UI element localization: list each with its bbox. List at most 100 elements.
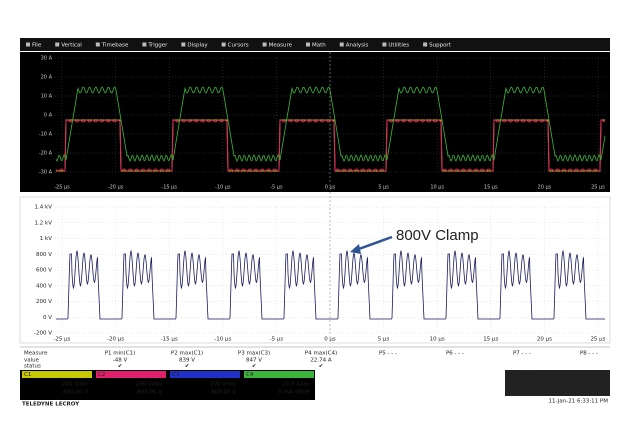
- status-text: 154 V: [590, 380, 606, 386]
- measure-header: P3 max(C3): [238, 351, 270, 357]
- y-label: 0 A: [44, 113, 53, 119]
- status-text: Auto: [563, 380, 576, 386]
- x-label: 20 µs: [537, 337, 552, 343]
- y-label: 30 A: [41, 56, 53, 62]
- x-label: -10 µs: [214, 337, 231, 343]
- measure-value: 22.74 A: [310, 358, 331, 364]
- trace-c2: [55, 119, 606, 172]
- x-label: 10 µs: [430, 337, 445, 343]
- measure-status: ✔: [252, 364, 257, 370]
- measure-status: ✔: [319, 364, 324, 370]
- menu-item[interactable]: Vertical: [61, 43, 82, 49]
- menu-icon: [423, 42, 428, 47]
- menu-icon: [95, 42, 100, 47]
- menu-bar: [20, 38, 610, 51]
- y-label: 1.4 kV: [35, 205, 53, 211]
- arrow-head: [350, 244, 361, 254]
- measure-header: Measure: [24, 351, 48, 357]
- datetime: 11-Jan-21 6:33:11 PM: [548, 399, 608, 405]
- measure-value: -48 V: [113, 358, 128, 364]
- x-label: 5 µs: [378, 337, 390, 343]
- menu-icon: [262, 42, 267, 47]
- channel-scale: 10.0 A/div: [282, 382, 311, 388]
- status-text: Timebase: [508, 372, 536, 378]
- status-text: 5.00 µs/div: [523, 380, 554, 386]
- menu-icon: [221, 42, 226, 47]
- x-label: -5 µs: [270, 337, 284, 343]
- x-label: 20 µs: [538, 185, 552, 191]
- measure-status: ✔: [118, 364, 123, 370]
- x-label: 0 µs: [324, 337, 336, 343]
- timebase-panel: [505, 370, 610, 396]
- x-label: -5 µs: [270, 185, 283, 191]
- x-label: 25 µs: [590, 337, 605, 343]
- menu-item[interactable]: Support: [429, 43, 452, 49]
- menu-icon: [339, 42, 344, 47]
- channel-header: [244, 371, 314, 378]
- y-label: 1 kV: [40, 236, 52, 242]
- y-label: -10 A: [39, 132, 53, 138]
- status-text: 2.5 GS/s: [530, 388, 553, 394]
- x-label: 0 µs: [325, 185, 336, 191]
- channel-name: C3: [172, 372, 180, 378]
- y-label: 0 V: [43, 315, 52, 321]
- channel-offset: -600.00 V: [61, 390, 88, 396]
- status-text: Trigger: [559, 372, 580, 378]
- measure-row: status: [24, 364, 41, 370]
- channel-name: C2: [98, 372, 105, 378]
- y-label: 600 V: [36, 268, 52, 274]
- menu-item[interactable]: Measure: [269, 43, 293, 49]
- status-text: 125 kS: [509, 388, 528, 394]
- brand: TELEDYNE LECROY: [22, 402, 80, 408]
- channel-header: [96, 371, 166, 378]
- menu-item[interactable]: File: [32, 43, 42, 49]
- channel-offset: -600.00 V: [209, 390, 236, 396]
- measure-header: P5 - - -: [379, 351, 397, 357]
- channel-header: [170, 371, 240, 378]
- y-label: 10 A: [41, 94, 53, 100]
- status-text: 0.0 µs: [536, 372, 553, 378]
- x-label: 5 µs: [378, 185, 389, 191]
- channel-scale: 200 V/div: [210, 382, 237, 388]
- status-text: Edge: [563, 388, 577, 394]
- measure-header: P6 - - -: [446, 351, 464, 357]
- y-label: -200 V: [34, 331, 52, 337]
- y-label: -30 A: [39, 170, 53, 176]
- menu-item[interactable]: Math: [312, 43, 326, 49]
- menu-item[interactable]: Timebase: [101, 43, 129, 49]
- menu-icon: [305, 42, 310, 47]
- menu-item[interactable]: Analysis: [346, 43, 369, 49]
- channel-offset: 0 mA offset: [278, 390, 311, 396]
- menu-item[interactable]: Cursors: [228, 43, 249, 49]
- x-label: 25 µs: [591, 185, 605, 191]
- measure-header: P8 - - -: [580, 351, 598, 357]
- y-label: 400 V: [36, 283, 52, 289]
- menu-item[interactable]: Utilities: [388, 43, 409, 49]
- menu-item[interactable]: Display: [187, 43, 208, 49]
- x-label: 10 µs: [430, 185, 444, 191]
- measure-header: P1 min(C1): [105, 351, 136, 357]
- measure-value: 847 V: [246, 358, 262, 364]
- trace-c4: [55, 86, 606, 162]
- x-label: 15 µs: [483, 337, 498, 343]
- x-label: -15 µs: [161, 337, 178, 343]
- menu-icon: [142, 42, 147, 47]
- channel-name: C4: [246, 372, 254, 378]
- x-label: -20 µs: [108, 185, 124, 191]
- menu-icon: [55, 42, 60, 47]
- y-label: 200 V: [36, 299, 52, 305]
- menu-icon: [26, 42, 30, 47]
- x-label: 15 µs: [484, 185, 498, 191]
- x-label: -25 µs: [54, 185, 70, 191]
- x-label: -20 µs: [107, 337, 124, 343]
- x-label: -15 µs: [161, 185, 177, 191]
- annotation-arrow: [355, 235, 393, 252]
- measure-value: 839 V: [179, 358, 195, 364]
- x-label: -10 µs: [215, 185, 231, 191]
- channel-offset: -600.00 V: [135, 390, 162, 396]
- measure-header: P2 max(C1): [171, 351, 203, 357]
- menu-item[interactable]: Trigger: [147, 43, 168, 49]
- y-label: 800 V: [36, 252, 52, 258]
- y-label: -20 A: [39, 151, 53, 157]
